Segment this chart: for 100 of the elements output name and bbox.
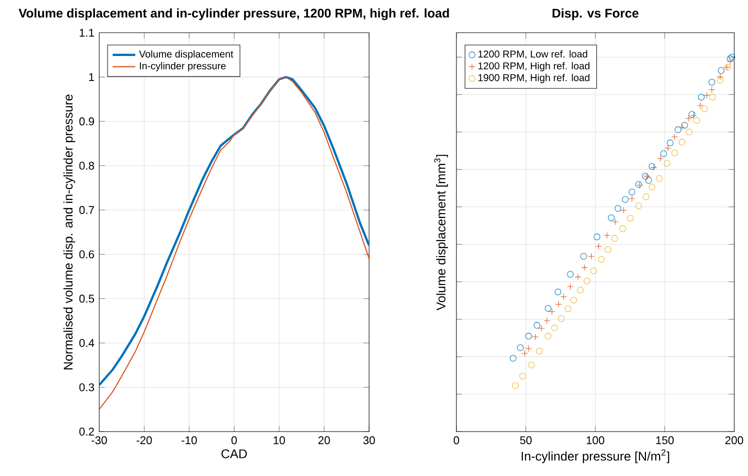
point (674, 126, 682, 133)
y-axis-title: Volume displacement [mm$^{3}$] (434, 154, 448, 310)
point (686, 128, 693, 136)
point (635, 202, 642, 209)
point (521, 350, 528, 357)
point (716, 74, 724, 80)
point (671, 133, 678, 140)
point (574, 273, 582, 280)
point (519, 372, 526, 380)
legend-label: 1200 RPM, High ref. load (478, 62, 590, 72)
point (567, 283, 574, 290)
point (525, 332, 532, 340)
point (544, 304, 552, 312)
y-tick-label: 1 (89, 73, 94, 81)
point (704, 92, 710, 98)
point (698, 94, 705, 100)
point (555, 300, 562, 308)
point (628, 195, 636, 202)
legend-label: In-cylinder pressure (140, 62, 226, 72)
point (716, 76, 724, 84)
point (604, 232, 610, 239)
point (528, 362, 535, 368)
point (671, 150, 678, 156)
point (627, 214, 634, 222)
point (678, 138, 686, 146)
x-tick-label: 150 (656, 436, 674, 444)
x-tick-label: 0 (231, 436, 237, 444)
point (584, 278, 590, 284)
point (554, 288, 562, 296)
point (551, 324, 558, 332)
x-tick-label: -30 (92, 436, 107, 444)
point (614, 204, 622, 212)
point (696, 102, 704, 109)
point (595, 242, 602, 250)
x-tick-label: 200 (725, 436, 744, 444)
y-tick-label: 0.3 (79, 383, 94, 392)
x-tick-label: -10 (182, 436, 197, 444)
point (558, 315, 565, 322)
point (678, 124, 686, 130)
point (598, 256, 605, 263)
y-tick-label: 0.9 (79, 117, 94, 126)
x-tick-label: 10 (274, 436, 285, 444)
point (580, 252, 587, 260)
point (548, 308, 556, 315)
x-axis-title: In-cylinder pressure [N/m$^{2}$] (522, 449, 670, 464)
chart-title: Disp. vs Force (552, 8, 638, 20)
point (726, 55, 734, 62)
point (577, 286, 584, 294)
point (564, 305, 572, 312)
point (709, 94, 716, 100)
point (604, 246, 612, 253)
point (560, 293, 567, 300)
point (642, 193, 650, 200)
point (611, 234, 618, 242)
point (608, 214, 615, 221)
point (645, 176, 652, 184)
point (510, 354, 516, 362)
point (619, 225, 626, 232)
point (612, 218, 619, 226)
point (664, 160, 670, 167)
point (666, 139, 674, 146)
y-tick-label: 0.7 (79, 206, 94, 214)
point (516, 344, 524, 351)
y-tick-label: 1.1 (80, 28, 94, 36)
point (594, 233, 600, 240)
point (664, 144, 672, 152)
point (536, 348, 543, 354)
point (512, 382, 519, 389)
point (544, 332, 552, 340)
point (590, 268, 597, 274)
point (657, 155, 664, 162)
chart-title: Volume displacement and in-cylinder pressure, 1200 RPM, high ref. load (18, 8, 449, 20)
legend-label: 1900 RPM, High ref. load (478, 74, 590, 84)
y-tick-label: 0.2 (79, 428, 94, 436)
x-tick-label: 50 (520, 436, 532, 444)
y-tick-label: 0.6 (79, 250, 94, 258)
y-tick-label: 0.4 (79, 338, 94, 347)
legend-label: 1200 RPM, Low ref. load (478, 50, 588, 59)
point (708, 78, 716, 86)
point (628, 188, 636, 196)
x-axis-title: CAD (222, 449, 247, 458)
point (544, 317, 550, 324)
point (588, 252, 595, 260)
point (685, 115, 692, 122)
point (726, 58, 734, 65)
x-tick-label: -20 (136, 436, 152, 444)
point (534, 322, 540, 328)
point (660, 150, 667, 157)
x-tick-label: 0 (454, 436, 460, 444)
legend-label: Volume displacement (139, 50, 234, 60)
point (620, 206, 627, 214)
point (525, 345, 532, 352)
y-tick-label: 0.8 (79, 162, 94, 170)
point (567, 270, 574, 278)
point (532, 333, 539, 340)
point (718, 67, 724, 74)
x-tick-label: 100 (586, 436, 604, 444)
point (708, 86, 716, 93)
y-tick-label: 0.5 (79, 294, 94, 302)
x-tick-label: 30 (363, 436, 375, 444)
